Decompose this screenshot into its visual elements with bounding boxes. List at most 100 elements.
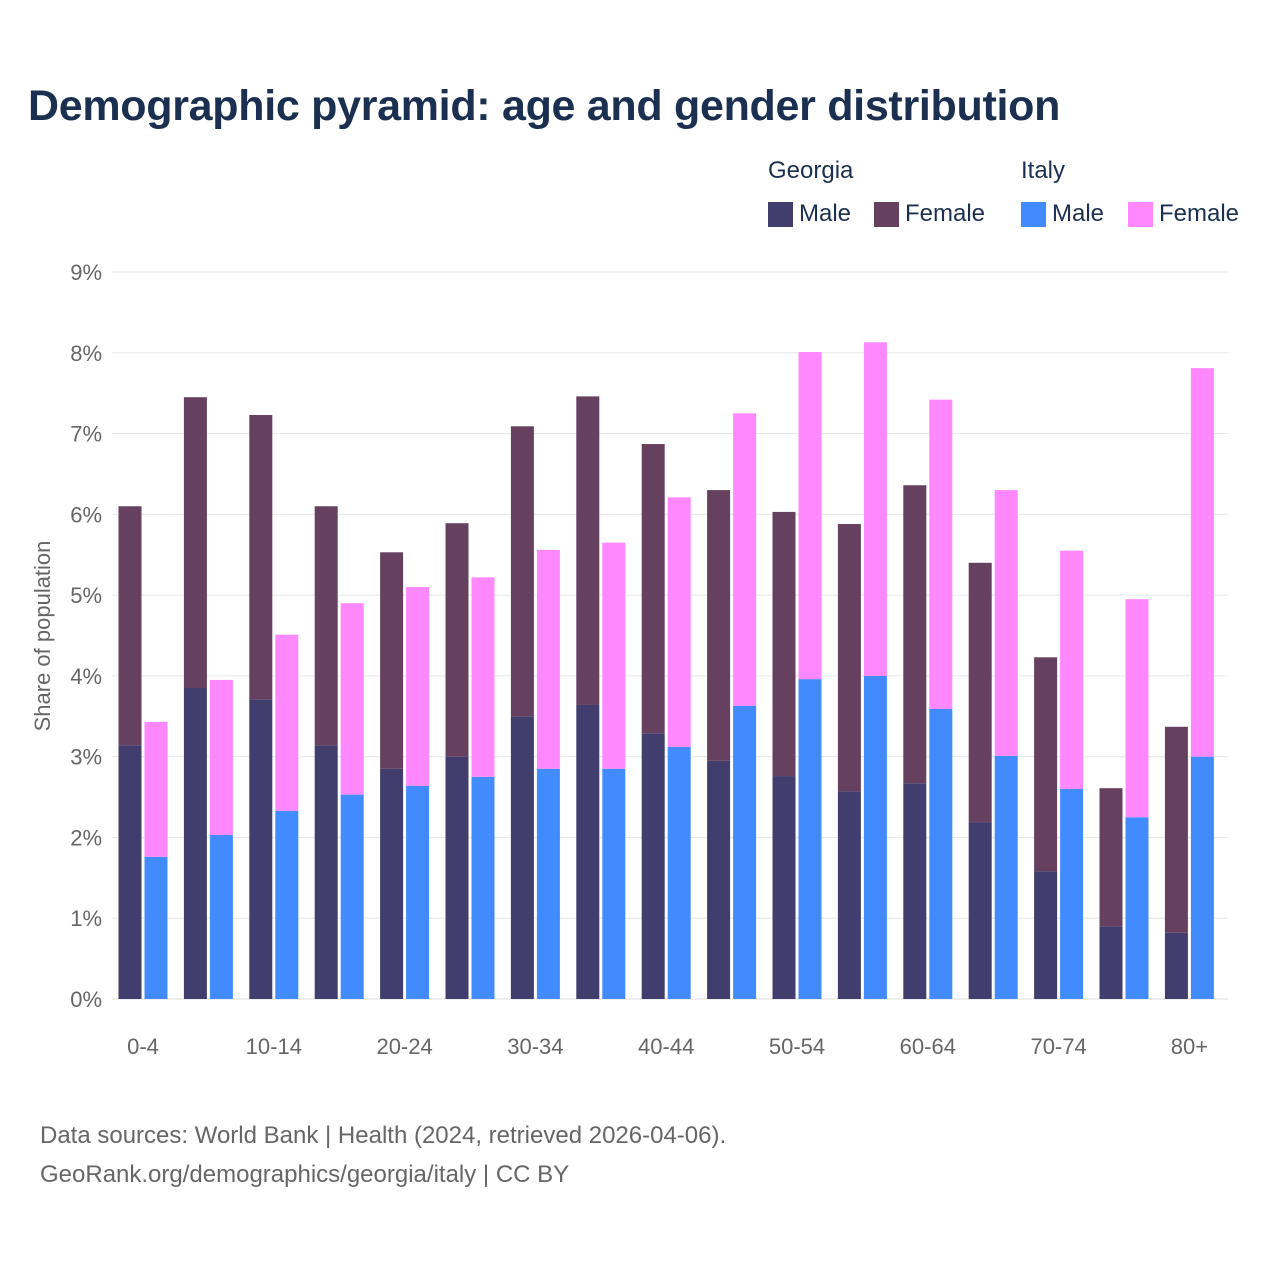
bar-italy-female-50-54[interactable]: [798, 351, 822, 680]
bar-georgia-male-55-59[interactable]: [837, 791, 861, 999]
bar-italy-male-50-54[interactable]: [798, 679, 822, 999]
bar-georgia-male-25-29[interactable]: [445, 756, 469, 999]
bar-italy-female-35-39[interactable]: [602, 542, 626, 769]
bar-italy-female-65-69[interactable]: [994, 490, 1018, 756]
x-tick-label: 20-24: [376, 1034, 432, 1059]
bar-italy-male-25-29[interactable]: [471, 776, 495, 999]
bar-georgia-male-35-39[interactable]: [576, 704, 600, 999]
bar-italy-male-65-69[interactable]: [994, 755, 1018, 999]
legend-swatch: [1128, 201, 1153, 227]
bar-georgia-female-0-4[interactable]: [118, 506, 142, 746]
bar-italy-female-30-34[interactable]: [536, 549, 560, 769]
x-tick-label: 50-54: [769, 1034, 825, 1059]
legend-group-italy: Italy: [1021, 157, 1066, 184]
source-line-2[interactable]: GeoRank.org/demographics/georgia/italy |…: [40, 1161, 570, 1188]
bar-italy-female-55-59[interactable]: [863, 342, 887, 676]
bar-georgia-male-65-69[interactable]: [968, 822, 992, 999]
bar-georgia-male-45-49[interactable]: [707, 760, 731, 999]
bar-georgia-male-20-24[interactable]: [380, 768, 404, 999]
bar-italy-female-10-14[interactable]: [275, 634, 299, 811]
bar-georgia-male-75-79[interactable]: [1099, 926, 1123, 999]
bar-georgia-male-0-4[interactable]: [118, 745, 142, 999]
bar-georgia-female-10-14[interactable]: [249, 414, 273, 700]
bar-italy-male-45-49[interactable]: [733, 705, 757, 999]
x-tick-label: 30-34: [507, 1034, 563, 1059]
x-tick-label: 40-44: [638, 1034, 694, 1059]
x-tick-label: 0-4: [127, 1034, 159, 1059]
bar-italy-male-10-14[interactable]: [275, 810, 299, 999]
bar-georgia-female-55-59[interactable]: [837, 524, 861, 792]
bar-italy-male-40-44[interactable]: [667, 746, 691, 999]
bar-italy-female-40-44[interactable]: [667, 497, 691, 747]
bar-italy-female-60-64[interactable]: [929, 399, 953, 710]
y-tick-label: 2%: [70, 825, 102, 850]
x-tick-label: 10-14: [246, 1034, 302, 1059]
bar-georgia-male-70-74[interactable]: [1034, 871, 1058, 999]
bar-georgia-female-30-34[interactable]: [510, 426, 534, 717]
bar-italy-male-0-4[interactable]: [144, 856, 168, 999]
y-tick-label: 6%: [70, 502, 102, 527]
bar-georgia-female-75-79[interactable]: [1099, 788, 1123, 927]
source-note: Data sources: World Bank | Health (2024,…: [40, 1116, 726, 1194]
bar-georgia-female-70-74[interactable]: [1034, 657, 1058, 872]
y-tick-label: 3%: [70, 745, 102, 770]
y-tick-label: 5%: [70, 583, 102, 608]
bar-italy-female-0-4[interactable]: [144, 721, 168, 857]
bar-italy-female-20-24[interactable]: [406, 587, 430, 786]
bar-georgia-male-50-54[interactable]: [772, 776, 796, 999]
bar-italy-female-5-9[interactable]: [209, 679, 233, 836]
bar-georgia-male-80+[interactable]: [1164, 932, 1188, 999]
bar-georgia-female-50-54[interactable]: [772, 511, 796, 777]
bar-georgia-female-45-49[interactable]: [707, 490, 731, 761]
legend-swatch: [874, 201, 899, 227]
bar-italy-male-30-34[interactable]: [536, 768, 560, 999]
bar-georgia-male-30-34[interactable]: [510, 716, 534, 999]
bar-italy-male-20-24[interactable]: [406, 785, 430, 999]
bar-italy-female-45-49[interactable]: [733, 413, 757, 706]
y-tick-label: 8%: [70, 341, 102, 366]
bar-italy-male-80+[interactable]: [1190, 756, 1214, 999]
source-line-1: Data sources: World Bank | Health (2024,…: [40, 1122, 727, 1149]
legend-georgia-female[interactable]: Female: [874, 200, 985, 228]
bar-georgia-male-60-64[interactable]: [903, 783, 927, 999]
bar-italy-male-75-79[interactable]: [1125, 817, 1149, 999]
legend-georgia-male[interactable]: Male: [768, 200, 851, 228]
bar-georgia-female-35-39[interactable]: [576, 396, 600, 705]
bar-georgia-female-40-44[interactable]: [641, 444, 665, 734]
bar-georgia-male-15-19[interactable]: [314, 745, 338, 999]
chart-plot: 0% 1% 2% 3% 4% 5% 6% 7% 8% 9% 0-4 10-14 20-24 30-34 4…: [30, 260, 1228, 1059]
bar-italy-female-75-79[interactable]: [1125, 599, 1149, 818]
bar-georgia-female-20-24[interactable]: [380, 552, 404, 769]
legend-group-georgia: Georgia: [768, 157, 854, 184]
y-tick-label: 4%: [70, 664, 102, 689]
legend-label: Female: [1159, 200, 1240, 227]
x-tick-label: 60-64: [900, 1034, 956, 1059]
bar-georgia-male-40-44[interactable]: [641, 733, 665, 999]
legend-italy-male[interactable]: Male: [1021, 200, 1104, 228]
y-tick-label: 1%: [70, 906, 102, 931]
bar-georgia-female-65-69[interactable]: [968, 562, 992, 823]
bar-italy-male-55-59[interactable]: [863, 675, 887, 999]
bar-georgia-female-60-64[interactable]: [903, 485, 927, 784]
bar-italy-male-5-9[interactable]: [209, 835, 233, 999]
bar-georgia-female-80+[interactable]: [1164, 726, 1188, 933]
bar-italy-male-60-64[interactable]: [929, 709, 953, 999]
bar-italy-female-15-19[interactable]: [340, 603, 364, 795]
bar-italy-female-80+[interactable]: [1190, 368, 1214, 757]
x-tick-label: 70-74: [1030, 1034, 1086, 1059]
bar-georgia-male-10-14[interactable]: [249, 699, 273, 999]
bar-italy-male-15-19[interactable]: [340, 794, 364, 999]
bar-italy-male-70-74[interactable]: [1060, 788, 1084, 999]
x-tick-label: 80+: [1171, 1034, 1208, 1059]
bar-georgia-female-15-19[interactable]: [314, 506, 338, 746]
y-tick-label: 0%: [70, 987, 102, 1012]
bar-georgia-male-5-9[interactable]: [183, 688, 207, 999]
bar-georgia-female-25-29[interactable]: [445, 523, 469, 757]
bar-italy-female-25-29[interactable]: [471, 577, 495, 777]
bar-georgia-female-5-9[interactable]: [183, 397, 207, 689]
bar-italy-female-70-74[interactable]: [1060, 550, 1084, 789]
bar-italy-male-35-39[interactable]: [602, 768, 626, 999]
legend-italy-female[interactable]: Female: [1128, 200, 1239, 228]
legend-label: Male: [1052, 200, 1105, 227]
y-tick-label: 7%: [70, 422, 102, 447]
